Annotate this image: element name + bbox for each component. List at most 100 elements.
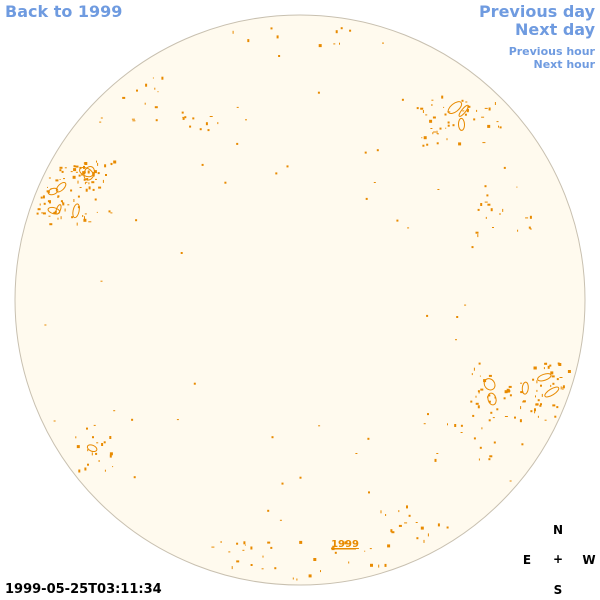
contour-speck: [96, 160, 97, 163]
previous-hour-link[interactable]: Previous hour: [508, 45, 595, 58]
contour-speck: [250, 564, 253, 566]
next-hour-link[interactable]: Next hour: [533, 58, 596, 71]
contour-speck: [189, 125, 192, 128]
contour-speck: [73, 168, 77, 172]
contour-speck: [79, 187, 82, 188]
contour-speck: [462, 110, 465, 112]
contour-speck: [368, 491, 370, 494]
contour-speck: [104, 164, 107, 168]
contour-speck: [473, 437, 476, 440]
contour-speck: [64, 167, 67, 169]
contour-speck: [391, 531, 395, 534]
contour-speck: [378, 564, 380, 568]
contour-speck: [476, 109, 478, 112]
contour-speck: [135, 219, 138, 222]
contour-speck: [308, 574, 312, 578]
contour-loop: [86, 444, 98, 453]
contour-speck: [382, 42, 384, 44]
compass-south: S: [553, 583, 563, 597]
contour-speck: [180, 252, 183, 254]
contour-speck: [436, 142, 439, 145]
contour-speck: [536, 380, 538, 384]
contour-speck: [299, 540, 303, 544]
contour-speck: [247, 39, 250, 43]
contour-speck: [478, 362, 481, 365]
contour-speck: [299, 476, 302, 479]
contour-speck: [445, 127, 447, 129]
contour-speck: [276, 35, 279, 39]
contour-speck: [387, 544, 391, 548]
contour-speck: [211, 546, 215, 548]
contour-speck: [270, 546, 273, 549]
contour-speck: [112, 466, 114, 468]
contour-speck: [452, 124, 455, 127]
contour-speck: [85, 188, 88, 192]
contour-speck: [236, 142, 239, 145]
contour-speck: [236, 106, 239, 108]
contour-speck: [60, 216, 62, 220]
contour-speck: [243, 541, 246, 545]
contour-loop: [544, 386, 560, 398]
contour-speck: [296, 578, 298, 581]
contour-speck: [554, 415, 557, 418]
contour-speck: [550, 371, 554, 375]
back-to-year-link[interactable]: Back to 1999: [5, 2, 123, 21]
contour-speck: [75, 171, 78, 173]
contour-speck: [484, 185, 487, 188]
contour-speck: [92, 436, 94, 439]
contour-speck: [236, 542, 239, 545]
contour-speck: [60, 200, 63, 203]
contour-speck: [67, 204, 70, 206]
contour-speck: [398, 510, 400, 513]
contour-speck: [278, 55, 281, 57]
contour-speck: [101, 443, 104, 446]
contour-speck: [407, 227, 410, 229]
contour-speck: [492, 417, 495, 419]
contour-speck: [57, 196, 59, 198]
contour-speck: [477, 208, 480, 211]
contour-speck: [82, 215, 84, 217]
contour-speck: [504, 390, 508, 394]
contour-speck: [472, 414, 475, 417]
contour-speck: [488, 374, 492, 377]
contour-speck: [155, 119, 158, 122]
contour-speck: [421, 137, 423, 139]
contour-speck: [447, 121, 450, 124]
contour-speck: [182, 116, 185, 118]
contour-speck: [83, 218, 87, 222]
contour-speck: [447, 124, 450, 127]
contour-speck: [479, 375, 481, 377]
contour-speck: [496, 121, 499, 123]
contour-speck: [423, 136, 427, 140]
contour-speck: [70, 171, 73, 173]
contour-speck: [540, 403, 542, 406]
contour-speck: [261, 568, 264, 570]
contour-speck: [537, 399, 540, 402]
contour-speck: [274, 567, 277, 570]
contour-speck: [481, 427, 483, 430]
contour-speck: [488, 419, 491, 422]
next-day-link[interactable]: Next day: [515, 20, 595, 39]
contour-speck: [275, 172, 278, 175]
contour-speck: [85, 181, 88, 183]
contour-speck: [494, 102, 496, 105]
contour-speck: [437, 189, 440, 190]
contour-loop: [447, 101, 463, 115]
contour-speck: [47, 186, 48, 188]
previous-day-link[interactable]: Previous day: [478, 2, 595, 21]
contour-speck: [493, 441, 496, 444]
contour-speck: [488, 394, 491, 397]
contour-speck: [464, 304, 467, 306]
year-link[interactable]: 1999: [331, 539, 359, 550]
contour-speck: [470, 400, 473, 403]
contour-speck: [486, 194, 489, 197]
contour-speck: [47, 191, 50, 194]
contour-loop: [72, 203, 80, 219]
contour-speck: [436, 453, 439, 454]
contour-speck: [78, 469, 81, 473]
contour-speck: [507, 390, 511, 392]
contour-speck: [40, 196, 43, 199]
contour-speck: [480, 388, 484, 391]
contour-speck: [444, 113, 447, 116]
contour-speck: [488, 107, 491, 111]
